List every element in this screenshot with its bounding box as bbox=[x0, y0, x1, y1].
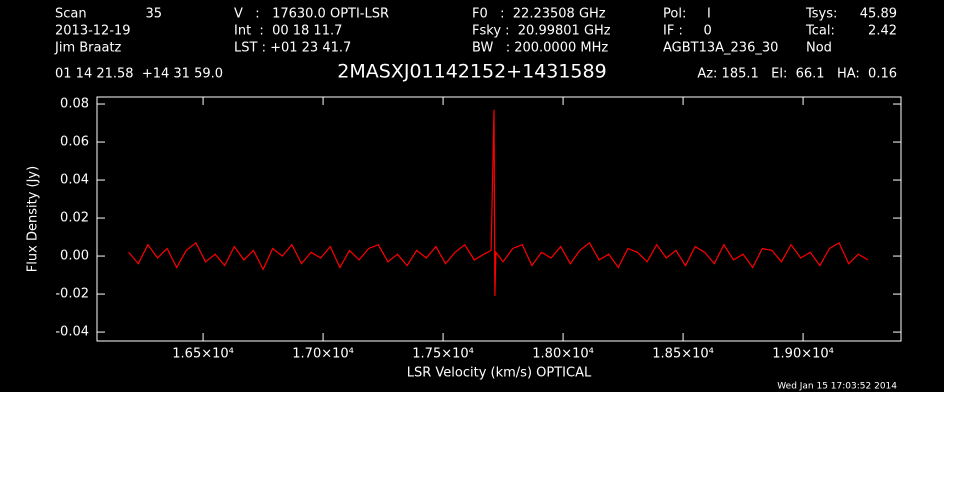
header-text: Az: 185.1 El: 66.1 HA: 0.16 bbox=[697, 67, 897, 82]
y-axis-label: Flux Density (Jy) bbox=[26, 166, 41, 272]
header-text: 45.89 bbox=[860, 7, 897, 22]
x-tick-label: 1.90×10⁴ bbox=[772, 347, 834, 362]
spectrum-line bbox=[128, 109, 869, 297]
y-tick-label: 0.02 bbox=[60, 211, 89, 226]
y-tick-label: 0.06 bbox=[60, 135, 89, 150]
header-text: Scan bbox=[55, 7, 87, 22]
x-tick-label: 1.75×10⁴ bbox=[412, 347, 474, 362]
footer-timestamp: Wed Jan 15 17:03:52 2014 bbox=[777, 382, 897, 392]
chart-title: 2MASXJ01142152+1431589 bbox=[337, 61, 606, 83]
y-tick-label: 0.04 bbox=[60, 173, 89, 188]
header-text: 2013-12-19 bbox=[55, 24, 131, 39]
x-tick-label: 1.70×10⁴ bbox=[292, 347, 354, 362]
header-text: Tcal: bbox=[805, 24, 835, 39]
header-text: 2.42 bbox=[868, 24, 897, 39]
header-text: Int : 00 18 11.7 bbox=[234, 24, 342, 39]
header-text: Tsys: bbox=[805, 7, 837, 22]
y-tick-label: 0.08 bbox=[60, 97, 89, 112]
header-text: AGBT13A_236_30 bbox=[663, 41, 778, 56]
x-tick-label: 1.65×10⁴ bbox=[172, 347, 234, 362]
plot-frame bbox=[96, 96, 902, 342]
header-text: BW : 200.0000 MHz bbox=[472, 41, 608, 56]
y-tick-label: 0.00 bbox=[60, 249, 89, 264]
header-text: Nod bbox=[806, 41, 832, 56]
plot-background bbox=[0, 0, 944, 392]
header-text: Jim Braatz bbox=[54, 41, 122, 56]
x-tick-label: 1.80×10⁴ bbox=[532, 347, 594, 362]
header-text: IF : 0 bbox=[663, 24, 712, 39]
y-tick-label: -0.04 bbox=[55, 325, 89, 340]
header-text: 01 14 21.58 +14 31 59.0 bbox=[55, 67, 223, 82]
header-text: Pol: I bbox=[663, 7, 711, 22]
x-axis-label: LSR Velocity (km/s) OPTICAL bbox=[407, 366, 592, 381]
header-text: Fsky : 20.99801 GHz bbox=[472, 24, 611, 39]
y-tick-label: -0.02 bbox=[55, 287, 89, 302]
header-text: LST : +01 23 41.7 bbox=[234, 41, 351, 56]
header-text: V : 17630.0 OPTI-LSR bbox=[234, 7, 389, 22]
header-text: 35 bbox=[145, 7, 162, 22]
header-text: F0 : 22.23508 GHz bbox=[472, 7, 606, 22]
x-tick-label: 1.85×10⁴ bbox=[652, 347, 714, 362]
